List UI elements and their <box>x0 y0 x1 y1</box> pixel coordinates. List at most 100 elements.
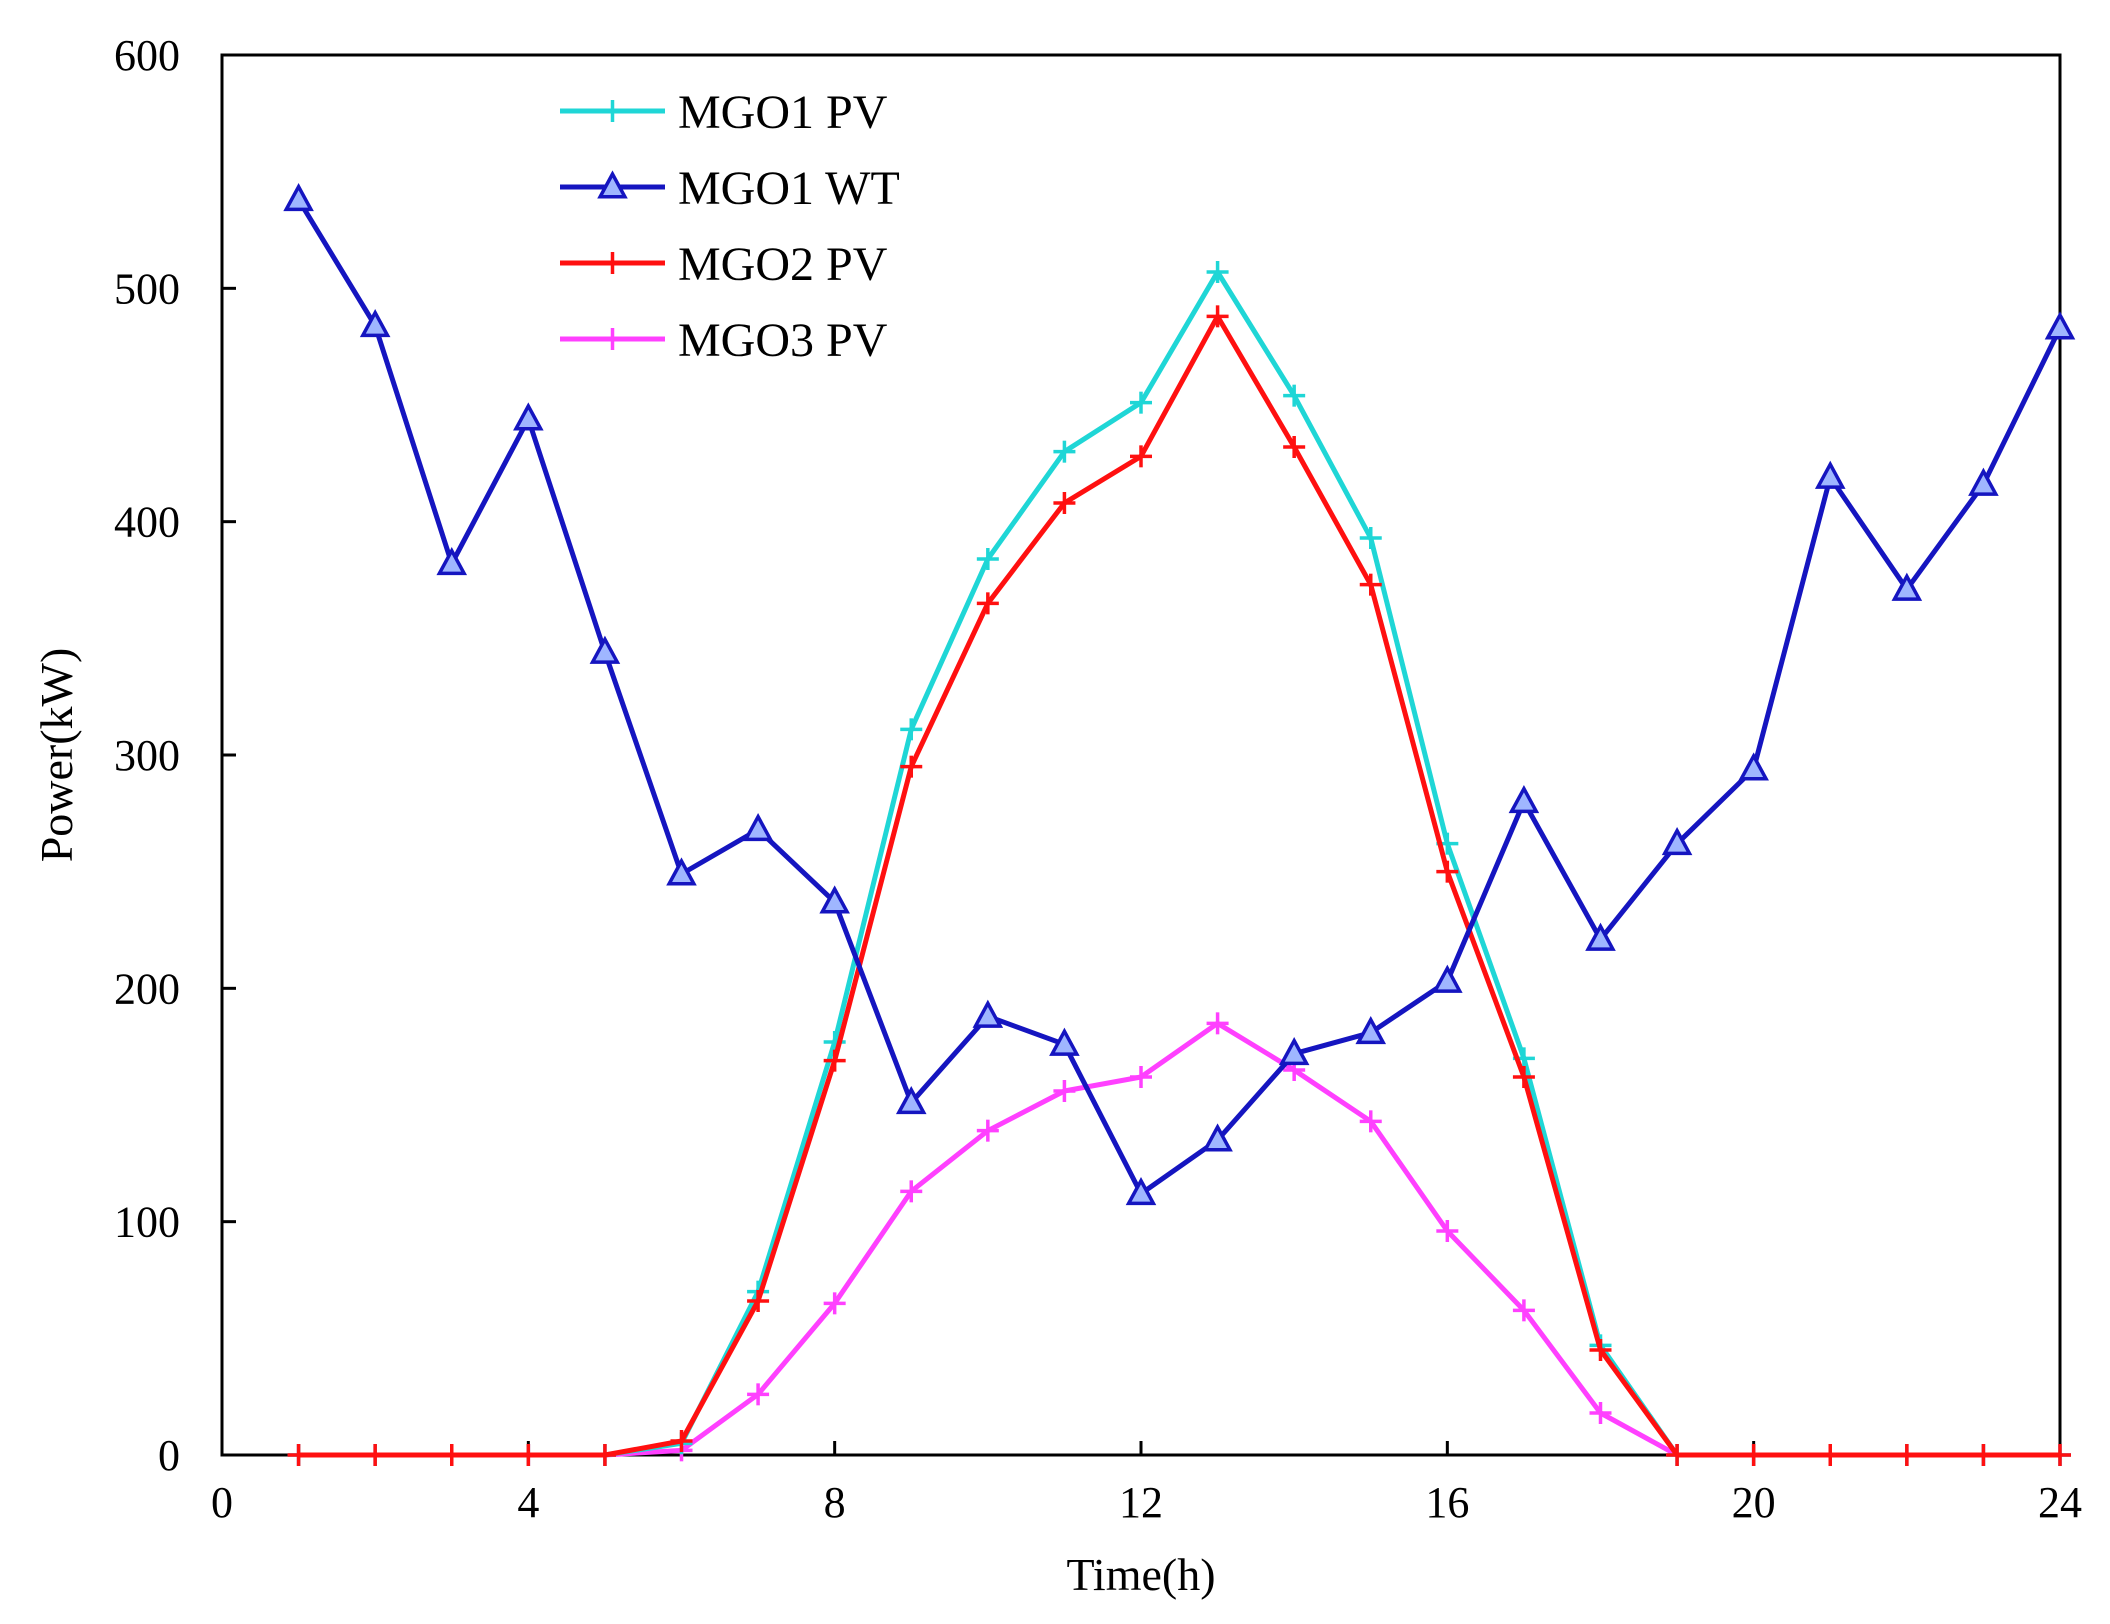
x-tick-label: 16 <box>1425 1478 1469 1527</box>
x-axis-title: Time(h) <box>1066 1549 1215 1600</box>
series-layer <box>283 182 2076 1466</box>
data-point <box>1589 1339 1612 1361</box>
data-point <box>1589 1402 1612 1424</box>
series-line <box>298 313 2060 1458</box>
data-point <box>900 718 923 741</box>
data-point <box>1819 1444 1842 1466</box>
x-tick-label: 20 <box>1732 1478 1776 1527</box>
y-tick-label: 600 <box>114 31 180 80</box>
data-point <box>1814 460 1846 489</box>
data-point <box>900 755 923 778</box>
data-point <box>823 1292 846 1315</box>
y-axis-title: Power(kW) <box>31 648 82 863</box>
data-point <box>972 999 1004 1028</box>
data-point <box>1972 1444 1995 1466</box>
data-point <box>1278 1036 1310 1066</box>
data-point <box>1742 1444 1765 1466</box>
data-point <box>1206 261 1229 283</box>
data-point <box>1508 784 1540 814</box>
legend-item: MGO3 PV <box>560 314 888 367</box>
data-point <box>601 100 624 122</box>
data-point <box>823 1049 846 1072</box>
series-line <box>298 269 2060 1458</box>
data-point <box>670 1430 693 1452</box>
data-point <box>1130 445 1152 468</box>
legend-label: MGO1 PV <box>678 86 888 139</box>
y-axis: 0 100 200 300 400 500 600 <box>114 31 236 1480</box>
data-point <box>601 328 624 350</box>
data-point <box>1512 1066 1535 1088</box>
data-point <box>597 170 628 199</box>
plot-frame <box>220 53 2062 1457</box>
data-point <box>364 1444 387 1466</box>
data-point <box>1130 1066 1152 1088</box>
data-point <box>1666 1444 1689 1466</box>
data-point <box>1359 573 1382 596</box>
data-point <box>1359 527 1382 549</box>
data-point <box>1359 1110 1382 1133</box>
data-point <box>819 885 850 914</box>
data-point <box>440 1444 463 1466</box>
data-point <box>1206 305 1229 328</box>
data-point <box>1738 752 1769 781</box>
series-mgo1-pv <box>287 261 2071 1466</box>
data-point <box>1206 1012 1229 1035</box>
data-point <box>1895 1444 1918 1466</box>
series-mgo2-pv <box>287 305 2071 1466</box>
x-tick-label: 24 <box>2038 1478 2082 1527</box>
data-point <box>976 548 999 570</box>
data-point <box>1053 492 1076 514</box>
data-point <box>2049 1444 2071 1466</box>
data-point <box>1053 440 1076 463</box>
data-point <box>1049 1027 1080 1056</box>
y-tick-label: 500 <box>114 264 180 313</box>
legend-item: MGO2 PV <box>560 238 888 291</box>
y-tick-label: 200 <box>114 964 180 1013</box>
legend-label: MGO1 WT <box>678 162 900 215</box>
series-line <box>296 198 2063 1197</box>
legend-item: MGO1 WT <box>560 162 900 215</box>
data-point <box>593 1444 616 1466</box>
series-line <box>298 1020 2060 1458</box>
legend-label: MGO2 PV <box>678 238 888 291</box>
data-point <box>976 592 999 615</box>
data-point <box>1512 1299 1535 1322</box>
data-point <box>436 546 468 576</box>
legend-label: MGO3 PV <box>678 314 888 367</box>
x-axis: 0 4 8 12 16 20 24 <box>211 1441 2082 1527</box>
data-point <box>1968 467 1999 496</box>
x-tick-label: 0 <box>211 1478 233 1527</box>
legend-item: MGO1 PV <box>560 86 888 139</box>
data-point <box>1125 1176 1157 1206</box>
data-point <box>1432 964 1463 993</box>
data-point <box>513 402 544 431</box>
data-point <box>747 1290 770 1312</box>
series-mgo3-pv <box>287 1012 2071 1466</box>
legend: MGO1 PV MGO1 WT MGO2 PV MGO3 PV <box>560 86 900 367</box>
data-point <box>1661 826 1693 856</box>
data-point <box>287 1444 310 1466</box>
x-tick-label: 8 <box>824 1478 846 1527</box>
y-tick-label: 300 <box>114 731 180 780</box>
data-point <box>895 1085 927 1115</box>
data-point <box>1202 1123 1233 1152</box>
data-point <box>601 252 624 274</box>
y-tick-label: 0 <box>158 1431 180 1480</box>
data-point <box>1585 922 1616 951</box>
data-point <box>900 1180 923 1203</box>
data-point <box>742 812 774 842</box>
series-mgo1-wt <box>283 182 2076 1206</box>
data-point <box>1283 384 1306 407</box>
y-tick-label: 400 <box>114 498 180 547</box>
data-point <box>1130 391 1152 414</box>
data-point <box>2044 311 2076 340</box>
data-point <box>359 308 391 338</box>
data-point <box>1355 1015 1387 1045</box>
data-point <box>1891 572 1923 601</box>
data-point <box>747 1383 770 1406</box>
data-point <box>283 182 314 212</box>
data-point <box>666 857 697 886</box>
x-tick-label: 4 <box>517 1478 539 1527</box>
